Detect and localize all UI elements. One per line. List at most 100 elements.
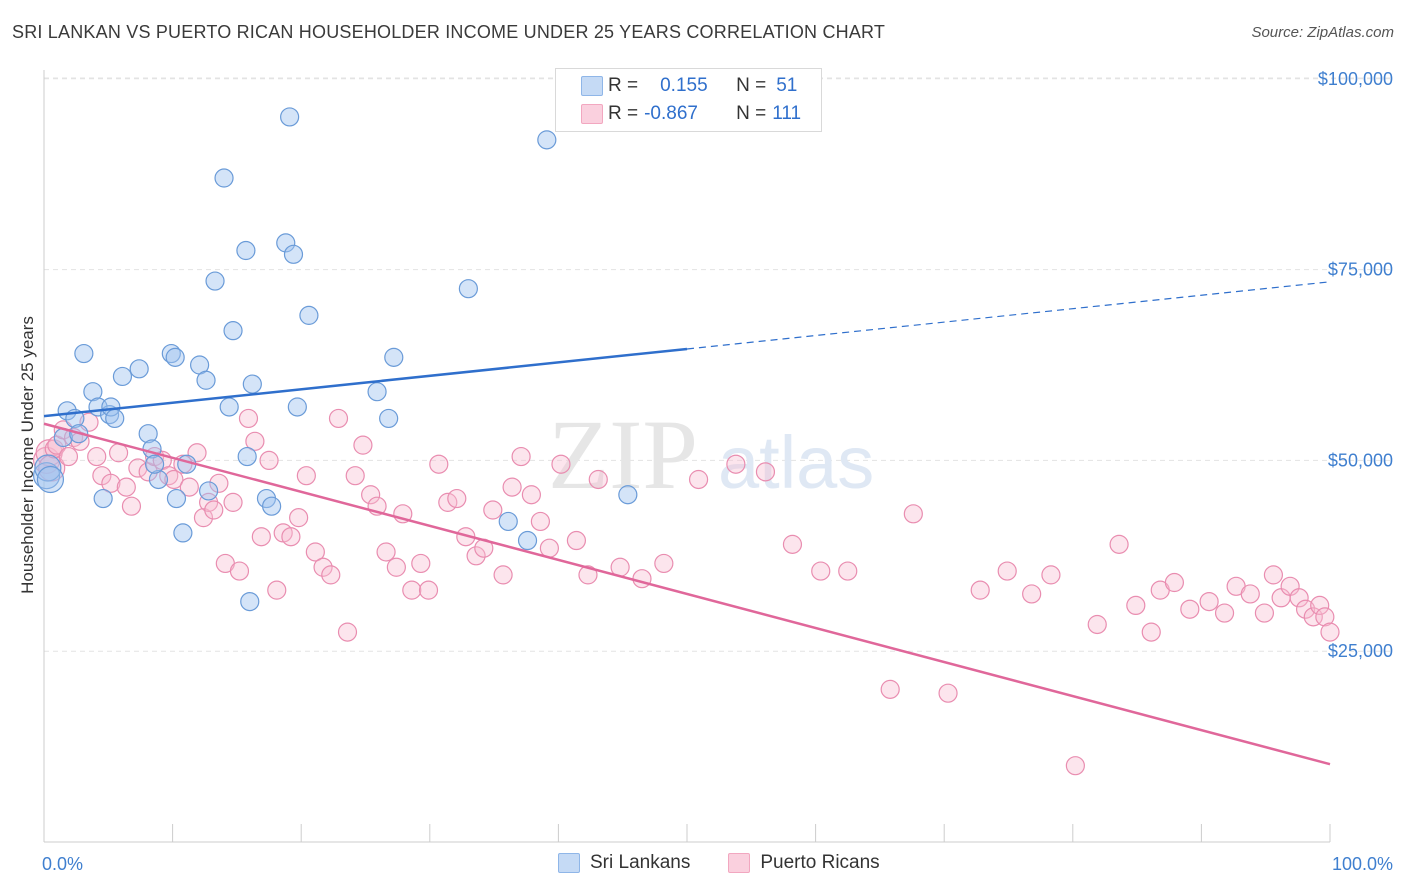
- puerto-rican-point: [209, 473, 229, 493]
- puerto-rican-point: [281, 527, 301, 547]
- puerto-rican-point: [493, 565, 513, 585]
- puerto-rican-point: [688, 469, 709, 490]
- sri-lankan-point: [379, 408, 399, 429]
- tick-labels: $25,000 $50,000 $75,000 $100,000 0.0% 100.0%: [42, 69, 1393, 874]
- puerto-rican-point: [838, 561, 858, 581]
- puerto-rican-point: [1041, 565, 1061, 585]
- puerto-rican-point: [970, 580, 990, 600]
- sri-lankan-point: [105, 408, 125, 429]
- sri-lankan-point: [83, 382, 103, 402]
- puerto-rican-point: [1109, 534, 1129, 554]
- puerto-rican-point: [654, 553, 674, 574]
- sri-lankan-point: [196, 370, 216, 390]
- puerto-rican-point: [58, 446, 79, 467]
- puerto-rican-point: [1141, 622, 1161, 642]
- puerto-rican-point: [429, 454, 449, 474]
- puerto-rican-point: [726, 454, 746, 474]
- puerto-rican-point: [386, 557, 406, 577]
- sri-lankan-point: [287, 397, 307, 417]
- puerto-rican-point: [289, 508, 309, 528]
- puerto-rican-point: [1214, 603, 1235, 623]
- bottom-legend-swatch: [558, 853, 580, 873]
- puerto-rican-point: [1315, 607, 1335, 627]
- puerto-rican-point: [1295, 599, 1316, 619]
- puerto-rican-point: [521, 485, 541, 505]
- puerto-rican-point: [530, 511, 550, 532]
- y-tick-label: $25,000: [1328, 641, 1393, 661]
- sri-lankans-trend-extension: [686, 281, 1331, 350]
- sri-lankan-point: [223, 321, 243, 341]
- data-points: [32, 107, 1340, 776]
- puerto-rican-point: [938, 683, 958, 703]
- puerto-rican-point: [345, 466, 365, 486]
- puerto-rican-point: [305, 542, 325, 562]
- puerto-rican-point: [1180, 599, 1200, 619]
- sri-lankan-point: [242, 374, 262, 394]
- puerto-rican-point: [1289, 588, 1309, 608]
- puerto-rican-point: [1022, 584, 1042, 604]
- sri-lankan-point: [283, 244, 304, 264]
- puerto-rican-point: [321, 565, 341, 585]
- legend: R = 0.155 N = 51 R = -0.867 N = 111: [555, 68, 822, 132]
- puerto-rican-point: [511, 446, 531, 467]
- bottom-legend-item-puerto-ricans: Puerto Ricans: [728, 852, 880, 874]
- puerto-rican-point: [116, 477, 136, 497]
- legend-row-puerto-ricans: R = -0.867 N = 111: [581, 101, 801, 127]
- puerto-rican-point: [411, 553, 431, 574]
- legend-n-label: N =: [736, 75, 767, 96]
- sri-lankan-point: [280, 107, 300, 127]
- y-tick-label: $50,000: [1328, 450, 1393, 470]
- chart-source: Source: ZipAtlas.com: [1251, 24, 1394, 41]
- sri-lankan-point: [129, 359, 149, 379]
- puerto-rican-point: [179, 477, 199, 497]
- puerto-rican-point: [164, 469, 184, 490]
- puerto-rican-point: [997, 561, 1017, 581]
- watermark-atlas: atlas: [718, 421, 874, 504]
- sri-lankans-trend-line: [43, 347, 688, 418]
- sri-lankan-point: [205, 271, 225, 291]
- sri-lankan-point: [517, 530, 538, 551]
- legend-row-sri-lankans: R = 0.155 N = 51: [581, 73, 798, 99]
- sri-lankan-point: [384, 347, 404, 367]
- bottom-legend-label: Sri Lankans: [590, 852, 691, 873]
- y-tick-label: $75,000: [1328, 260, 1393, 280]
- puerto-rican-point: [903, 504, 923, 524]
- sri-lankan-point: [537, 130, 557, 150]
- sri-lankan-point: [93, 488, 113, 509]
- puerto-rican-point: [1310, 595, 1330, 616]
- puerto-rican-point: [376, 542, 396, 562]
- sri-lankan-point: [236, 240, 256, 261]
- legend-n-label: N =: [736, 103, 767, 124]
- puerto-rican-point: [502, 477, 522, 497]
- puerto-rican-point: [101, 473, 121, 493]
- sri-lankan-point: [161, 343, 181, 364]
- puerto-rican-point: [87, 446, 107, 467]
- sri-lankan-point: [240, 591, 260, 612]
- puerto-rican-point: [313, 557, 333, 577]
- puerto-rican-point: [1199, 591, 1219, 612]
- puerto-rican-point: [1320, 622, 1340, 642]
- legend-swatch-sri-lankans: [581, 76, 603, 96]
- puerto-rican-point: [880, 679, 900, 699]
- puerto-rican-point: [1087, 614, 1107, 635]
- sri-lankan-point: [166, 488, 187, 509]
- sri-lankan-point: [34, 454, 62, 482]
- sri-lankan-point: [173, 523, 193, 543]
- puerto-rican-point: [1126, 595, 1146, 616]
- sri-lankan-point: [367, 382, 387, 402]
- puerto-rican-point: [447, 488, 467, 509]
- puerto-rican-point: [1065, 756, 1085, 776]
- sri-lankan-point: [199, 481, 219, 501]
- sri-lankan-point: [32, 462, 61, 490]
- legend-n-value: 51: [776, 75, 798, 96]
- puerto-rican-point: [328, 408, 349, 429]
- sri-lankan-point: [138, 424, 158, 444]
- puerto-rican-point: [782, 534, 803, 554]
- puerto-rican-point: [566, 530, 587, 551]
- chart-title: SRI LANKAN VS PUERTO RICAN HOUSEHOLDER I…: [12, 22, 886, 42]
- legend-r-label: R =: [608, 75, 639, 96]
- sri-lankan-point: [148, 469, 169, 490]
- x-tick-label: 100.0%: [1332, 854, 1393, 874]
- puerto-rican-point: [551, 454, 571, 474]
- sri-lankan-point: [214, 168, 234, 188]
